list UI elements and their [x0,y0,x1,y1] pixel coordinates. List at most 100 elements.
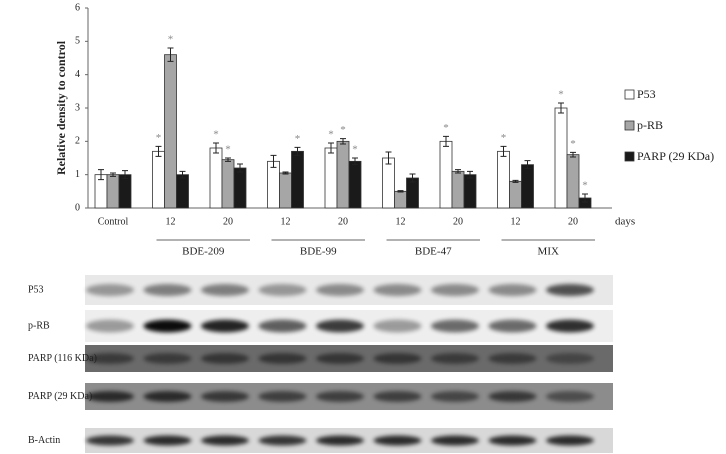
bar [521,164,534,209]
bar [394,190,407,209]
blot-band [373,435,422,446]
bar [279,172,292,209]
error-bar [225,157,231,162]
legend-swatch [624,89,635,100]
blot-band [316,353,364,364]
blot-band [143,435,192,446]
y-axis-label: Relative density to control [54,40,68,175]
blot-band [431,319,479,333]
blot-band [546,435,594,446]
legend-swatch [624,120,635,131]
bar [164,54,177,209]
error-bar [582,193,588,203]
bar [324,147,338,209]
error-bar [237,163,243,173]
blot-band [201,435,249,446]
group-label: BDE-209 [182,246,225,258]
error-bar [155,145,162,157]
blot-band [431,284,479,296]
blot-band [546,353,594,364]
blot-band [373,391,422,402]
blot-band [546,391,594,402]
blot-row-label: p-RB [28,320,50,331]
bar [267,160,280,209]
y-tick-label: 0 [75,202,80,213]
blot-band [258,319,307,333]
significance-marker: * [570,138,576,150]
blot-band [143,284,192,296]
error-bar [340,138,346,145]
error-bar [512,179,519,183]
legend-label: P53 [637,87,656,101]
y-tick-label: 5 [75,36,80,47]
blot-band [316,435,364,446]
blot-band [488,284,537,296]
error-bar [443,135,449,147]
blot-row-label: B-Actin [28,435,60,446]
error-bar [328,142,334,154]
error-bar [409,173,416,183]
bar [209,147,223,209]
blot-band [316,391,364,402]
x-tick-label: 12 [511,216,521,227]
blot-band [143,353,192,364]
error-bar [110,172,116,177]
error-bar [270,154,277,168]
x-tick-label: 20 [568,216,578,227]
significance-marker: * [558,89,564,101]
blot-band [143,391,192,402]
bar [221,159,235,209]
blot-band [546,319,594,333]
group-label: BDE-99 [300,246,337,258]
blot-band [431,353,479,364]
x-tick-label: 12 [396,216,406,227]
bar [463,174,477,209]
blot-band [488,391,537,402]
y-tick-label: 2 [75,136,80,147]
significance-marker: * [213,129,219,141]
x-tick-label: 12 [166,216,176,227]
x-tick-label: 20 [453,216,463,227]
blot-band [488,353,537,364]
blot-band [431,391,479,402]
error-bar [500,145,507,157]
x-tick-label: Control [98,216,129,227]
y-tick-label: 3 [75,102,80,113]
blot-row-label: P53 [28,284,44,295]
blot-band [373,353,422,364]
blot-row-label: PARP (29 KDa) [28,391,92,402]
error-bar [282,171,289,175]
significance-marker: * [328,129,334,141]
significance-marker: * [443,122,449,134]
error-bar [98,169,104,181]
group-label: BDE-47 [415,246,452,258]
blot-band [316,319,364,333]
significance-marker: * [225,144,231,156]
significance-marker: * [352,144,358,156]
blot-band [201,391,249,402]
error-bar [213,142,219,154]
significance-marker: * [340,124,346,136]
error-bar [558,102,564,114]
x-tick-label: 20 [338,216,348,227]
error-bar [167,47,174,62]
error-bar [570,151,576,158]
blot-band [201,353,249,364]
significance-marker: * [501,132,507,144]
blot-band [488,319,537,333]
bar [554,107,568,209]
bar [348,160,362,209]
blot-band [86,353,134,364]
blot-band [143,319,192,333]
legend-label: p-RB [637,118,663,132]
blot-band [258,391,307,402]
blot-band [201,319,249,333]
bar [152,150,165,209]
blot-band [373,319,422,333]
blot-band [431,435,479,446]
error-bar [467,170,473,179]
bar [233,167,247,209]
significance-marker: * [168,34,174,46]
group-label: MIX [538,246,559,258]
